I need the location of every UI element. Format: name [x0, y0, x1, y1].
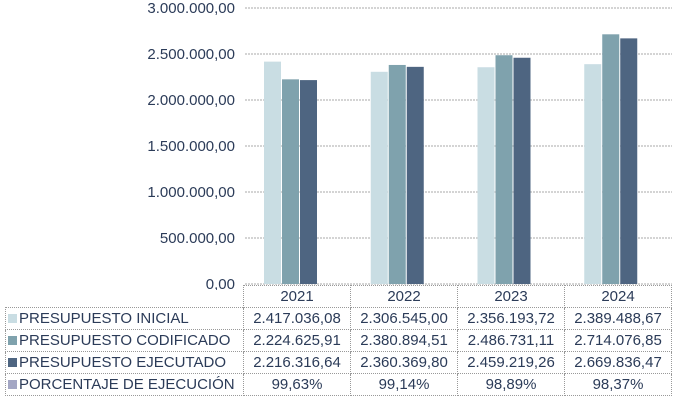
- table-row: PORCENTAJE DE EJECUCIÓN 99,63% 99,14% 98,89…: [5, 373, 672, 396]
- table-row: PRESUPUESTO CODIFICADO 2.224.625,91 2.380.…: [5, 329, 672, 352]
- data-label: 2.356.193,72: [457, 307, 565, 330]
- y-tick-label: 500.000,00: [160, 230, 235, 247]
- bar-presupuesto-inicial-2023: [477, 67, 495, 284]
- series-name: PORCENTAJE DE EJECUCIÓN: [19, 376, 235, 393]
- bar-presupuesto-ejecutado-2021: [300, 80, 317, 284]
- legend-swatch: [8, 358, 17, 367]
- bar-presupuesto-codificado-2022: [388, 64, 406, 284]
- table-header-row: 2021 2022 2023 2024: [5, 285, 672, 308]
- series-name: PRESUPUESTO CODIFICADO: [19, 332, 231, 349]
- bar-presupuesto-inicial-2022: [370, 71, 388, 285]
- bar-presupuesto-ejecutado-2023: [513, 57, 531, 284]
- series-name: PRESUPUESTO INICIAL: [19, 310, 189, 327]
- data-label: 99,14%: [350, 373, 458, 396]
- category-label: 2021: [243, 285, 351, 308]
- bar-presupuesto-codificado-2023: [495, 55, 513, 285]
- bar-chart: 0,00500.000,001.000.000,001.500.000,002.…: [147, 0, 672, 290]
- data-label: 2.380.894,51: [350, 329, 458, 352]
- legend-swatch: [8, 336, 17, 345]
- y-tick-label: 1.500.000,00: [147, 138, 235, 155]
- bar-presupuesto-ejecutado-2022: [406, 66, 424, 284]
- data-label: 98,37%: [564, 373, 672, 396]
- bar-presupuesto-inicial-2021: [264, 61, 281, 285]
- y-tick-label: 2.000.000,00: [147, 92, 235, 109]
- data-label: 2.486.731,11: [457, 329, 565, 352]
- y-tick-label: 2.500.000,00: [147, 46, 235, 63]
- legend-swatch: [8, 380, 17, 389]
- bar-presupuesto-codificado-2021: [282, 79, 299, 285]
- data-label: 2.417.036,08: [243, 307, 351, 330]
- data-label: 99,63%: [243, 373, 351, 396]
- data-table: 2021 2022 2023 2024 PRESUPUESTO INICIAL 2.417…: [5, 285, 672, 396]
- data-label: 2.224.625,91: [243, 329, 351, 352]
- category-label: 2022: [350, 285, 458, 308]
- bar-presupuesto-inicial-2024: [584, 64, 602, 284]
- data-label: 2.669.836,47: [564, 351, 672, 374]
- data-label: 2.306.545,00: [350, 307, 458, 330]
- table-row: PRESUPUESTO INICIAL 2.417.036,08 2.306.545…: [5, 307, 672, 330]
- y-tick-label: 1.000.000,00: [147, 184, 235, 201]
- data-label: 98,89%: [457, 373, 565, 396]
- data-label: 2.714.076,85: [564, 329, 672, 352]
- category-label: 2024: [564, 285, 672, 308]
- data-label: 2.360.369,80: [350, 351, 458, 374]
- bar-presupuesto-ejecutado-2024: [620, 38, 638, 284]
- data-label: 2.389.488,67: [564, 307, 672, 330]
- table-row: PRESUPUESTO EJECUTADO 2.216.316,64 2.360.3…: [5, 351, 672, 374]
- series-name: PRESUPUESTO EJECUTADO: [19, 354, 226, 371]
- data-label: 2.459.219,26: [457, 351, 565, 374]
- bar-presupuesto-codificado-2024: [602, 34, 620, 284]
- legend-swatch: [8, 314, 17, 323]
- category-label: 2023: [457, 285, 565, 308]
- y-tick-label: 3.000.000,00: [147, 0, 235, 17]
- data-label: 2.216.316,64: [243, 351, 351, 374]
